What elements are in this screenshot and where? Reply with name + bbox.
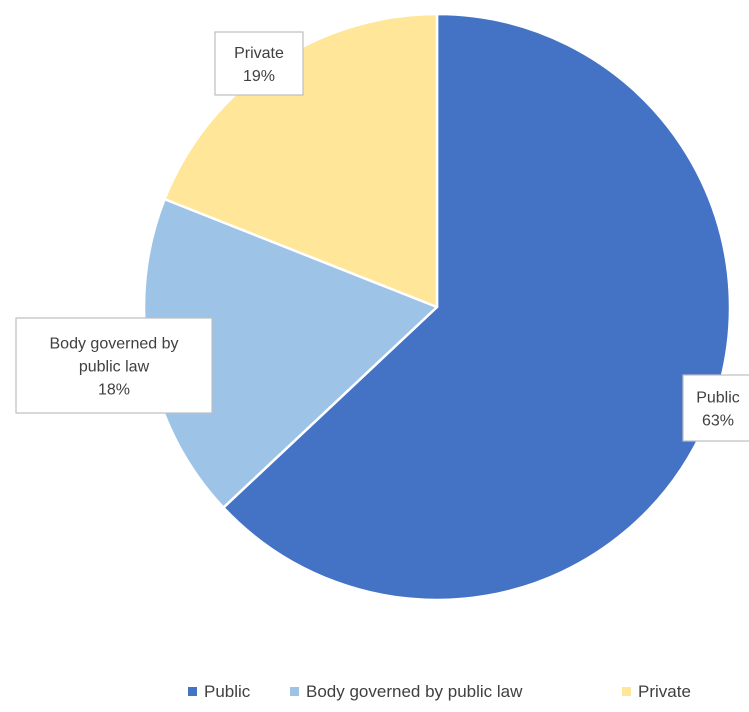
data-label-box — [682, 374, 749, 442]
legend-label: Private — [638, 682, 691, 701]
data-labels: Public 63% Body governed by public law 18% Pr… — [15, 31, 749, 442]
legend-label: Body governed by public law — [306, 682, 523, 701]
data-label-category: Private — [234, 45, 284, 62]
legend: Public Body governed by public law Private — [188, 682, 691, 701]
data-label-box — [214, 31, 304, 96]
data-label-category: public law — [79, 359, 150, 376]
data-label-category: Body governed by — [50, 336, 179, 353]
data-label-value: 63% — [702, 413, 734, 430]
legend-item-body-governed-by-public-law: Body governed by public law — [290, 682, 523, 701]
data-label-value: 18% — [98, 382, 130, 399]
legend-swatch — [290, 687, 299, 696]
legend-swatch — [188, 687, 197, 696]
data-label-private: Private 19% — [214, 31, 304, 96]
legend-item-public: Public — [188, 682, 251, 701]
data-label-value: 19% — [243, 68, 275, 85]
data-label-box — [15, 317, 213, 414]
legend-label: Public — [204, 682, 251, 701]
data-label-public: Public 63% — [682, 374, 749, 442]
data-label-category: Public — [696, 390, 740, 407]
data-label-body-governed-by-public-law: Body governed by public law 18% — [15, 317, 213, 414]
legend-item-private: Private — [622, 682, 691, 701]
pie-slices — [142, 12, 732, 602]
legend-swatch — [622, 687, 631, 696]
